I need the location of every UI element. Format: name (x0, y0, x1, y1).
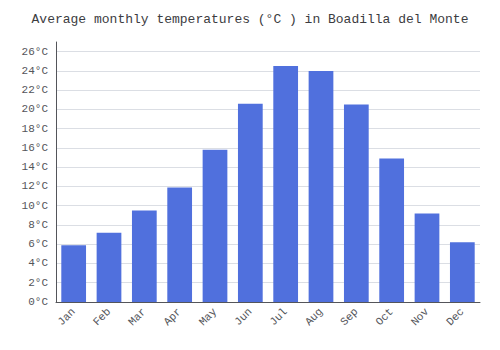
svg-text:4°C: 4°C (28, 257, 48, 269)
svg-text:10°C: 10°C (22, 200, 49, 212)
svg-text:Average monthly temperatures (: Average monthly temperatures (°C ) in Bo… (32, 12, 469, 27)
svg-text:12°C: 12°C (22, 180, 49, 192)
svg-text:0°C: 0°C (28, 296, 48, 308)
svg-text:2°C: 2°C (28, 277, 48, 289)
svg-text:26°C: 26°C (22, 46, 49, 58)
svg-text:14°C: 14°C (22, 161, 49, 173)
svg-text:18°C: 18°C (22, 123, 49, 135)
svg-text:24°C: 24°C (22, 65, 49, 77)
svg-text:Aug: Aug (303, 306, 325, 328)
svg-text:Jan: Jan (55, 306, 77, 328)
svg-text:16°C: 16°C (22, 142, 49, 154)
svg-text:22°C: 22°C (22, 84, 49, 96)
svg-text:Sep: Sep (338, 306, 360, 328)
svg-text:Jul: Jul (267, 306, 289, 328)
svg-text:May: May (197, 305, 220, 328)
svg-text:Nov: Nov (409, 305, 432, 328)
svg-text:20°C: 20°C (22, 103, 49, 115)
svg-text:Oct: Oct (373, 306, 395, 328)
svg-text:Apr: Apr (161, 306, 183, 328)
svg-text:Dec: Dec (444, 306, 466, 328)
svg-text:Feb: Feb (91, 306, 113, 328)
svg-text:Mar: Mar (126, 306, 148, 328)
svg-text:Jun: Jun (232, 306, 254, 328)
svg-text:8°C: 8°C (28, 219, 48, 231)
svg-text:6°C: 6°C (28, 238, 48, 250)
